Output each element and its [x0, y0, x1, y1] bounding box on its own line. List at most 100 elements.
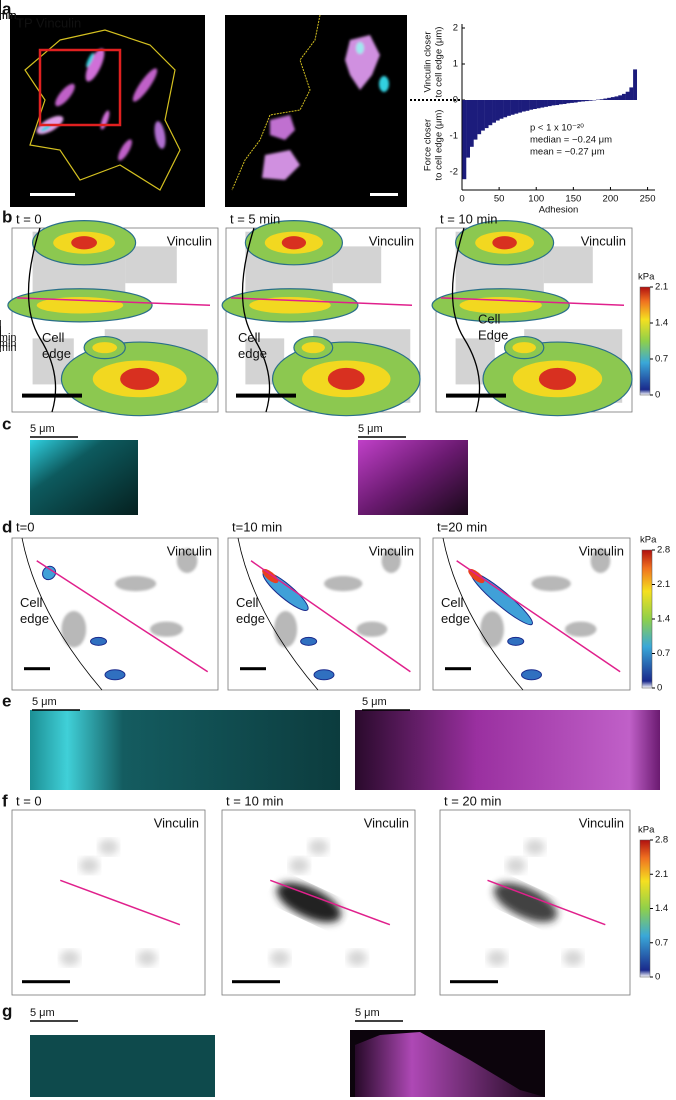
- gray-patch: [532, 576, 571, 591]
- time-label: t=10 min: [232, 519, 282, 534]
- bar: [496, 100, 500, 121]
- annotation: mean = −0.27 μm: [530, 147, 605, 158]
- force-core: [92, 342, 117, 353]
- y-tick-label: 0: [453, 95, 458, 106]
- y-tick-label: -1: [450, 131, 458, 142]
- traction-map: [222, 810, 415, 995]
- y-axis-label: Force closer: [423, 119, 434, 171]
- colorbar-tick-label: 0: [655, 390, 660, 401]
- colorbar-tick-label: 1.4: [657, 614, 670, 625]
- cell-edge-label: edge: [238, 346, 267, 361]
- time-label: t = 0: [16, 793, 42, 808]
- map-frame: [12, 810, 205, 995]
- bar: [462, 100, 466, 179]
- force-core: [302, 342, 325, 353]
- bar: [626, 92, 630, 100]
- bar: [488, 100, 492, 125]
- channel-label: Vinculin: [579, 543, 624, 558]
- channel-label: Vinculin: [369, 543, 414, 558]
- bar: [629, 87, 633, 100]
- bar: [566, 100, 570, 103]
- bar: [611, 97, 615, 100]
- time-label: t = 10 min: [226, 793, 283, 808]
- bar: [522, 100, 526, 112]
- panel-label: c: [2, 414, 11, 433]
- channel-label: Vinculin: [167, 543, 212, 558]
- traction-map: [222, 221, 420, 416]
- time-label: t = 0: [16, 211, 42, 226]
- y-tick-label: -2: [450, 167, 458, 178]
- force-peak: [492, 236, 516, 249]
- colorbar-tick-label: 0: [657, 683, 662, 694]
- colorbar-tick-label: 0.7: [655, 937, 668, 948]
- bar: [618, 95, 622, 100]
- bar: [551, 100, 555, 105]
- bar: [544, 100, 548, 107]
- cell-edge-label: Edge: [478, 327, 508, 342]
- y-axis-label: to cell edge (μm): [434, 110, 445, 181]
- force-blob: [508, 637, 524, 645]
- cell-edge-label: Cell: [478, 311, 501, 326]
- bar: [529, 100, 533, 110]
- colorbar-unit: kPa: [640, 535, 657, 546]
- x-tick-label: 200: [603, 194, 619, 205]
- force-peak: [328, 368, 365, 390]
- y-axis-label: Vinculin closer: [423, 31, 434, 92]
- x-axis-label: Adhesion: [539, 205, 579, 216]
- cell-edge-label: edge: [20, 611, 49, 626]
- scale-label: 5 μm: [30, 1007, 55, 1019]
- channel-label: Vinculin: [364, 815, 409, 830]
- figure: abcdefgTPVinculin-2-1012050100150200250A…: [0, 0, 676, 1100]
- time-label: 20 min: [0, 332, 17, 344]
- gray-patch: [480, 611, 504, 647]
- bar: [607, 98, 611, 100]
- bar: [633, 69, 637, 100]
- gray-patch: [274, 611, 297, 647]
- bar: [511, 100, 515, 115]
- bar: [622, 94, 626, 100]
- force-blob: [91, 637, 107, 645]
- time-label: t = 5 min: [230, 211, 280, 226]
- gray-speck: [525, 839, 545, 855]
- bar: [615, 96, 619, 100]
- colorbar: [640, 840, 650, 977]
- channel-label: Vinculin: [154, 815, 199, 830]
- bar: [474, 100, 478, 140]
- colorbar-tick-label: 0.7: [657, 648, 670, 659]
- colorbar-unit: kPa: [638, 825, 655, 836]
- gray-patch: [544, 246, 593, 283]
- x-tick-label: 100: [528, 194, 544, 205]
- bar: [507, 100, 511, 116]
- scale-bar: [22, 394, 82, 398]
- gray-speck: [79, 858, 99, 874]
- traction-map: [432, 221, 632, 416]
- x-tick-label: 150: [565, 194, 581, 205]
- bar: [481, 100, 485, 131]
- force-peak: [539, 368, 576, 390]
- bar: [555, 100, 559, 105]
- force-blob: [105, 670, 125, 680]
- bar: [477, 100, 481, 134]
- time-label: t = 10 min: [440, 211, 497, 226]
- bar: [492, 100, 496, 123]
- force-peak: [120, 368, 159, 390]
- scale-bar: [24, 667, 50, 670]
- gray-patch: [324, 576, 362, 591]
- panel-label: d: [2, 517, 12, 536]
- colorbar: [640, 287, 650, 395]
- scale-bar: [445, 667, 471, 670]
- colorbar-tick-label: 0: [655, 972, 660, 983]
- traction-map: [440, 810, 630, 995]
- colorbar-tick-label: 2.1: [655, 282, 668, 293]
- colorbar-tick-label: 2.8: [655, 835, 668, 846]
- panel-label: g: [2, 1001, 12, 1020]
- cell-edge-label: edge: [42, 346, 71, 361]
- gray-patch: [115, 576, 156, 591]
- bar: [470, 100, 474, 147]
- force-peak: [71, 236, 97, 249]
- bar: [563, 100, 567, 104]
- annotation: median = −0.24 μm: [530, 135, 612, 146]
- bar: [485, 100, 489, 128]
- bar: [525, 100, 529, 111]
- cell-edge-label: Cell: [20, 595, 43, 610]
